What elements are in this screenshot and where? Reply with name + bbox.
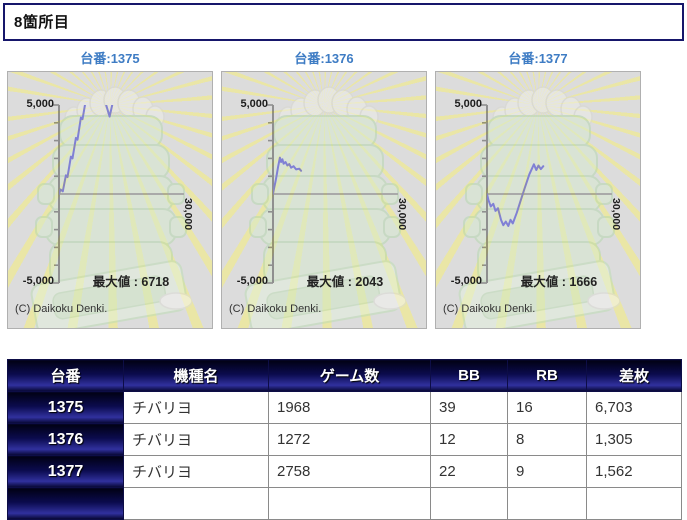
chart-title: 台番:1376 <box>294 51 354 66</box>
x-axis-max-label: 30,000 <box>182 198 194 231</box>
data-cell: 9 <box>507 455 587 488</box>
data-cell <box>507 487 587 520</box>
x-axis-max-label: 30,000 <box>396 198 408 231</box>
data-cell: 12 <box>430 423 508 456</box>
machine-number-cell: 1377 <box>7 455 124 488</box>
copyright-label: (C) Daikoku Denki. <box>15 303 108 315</box>
data-cell: 8 <box>507 423 587 456</box>
y-axis-min-label: -5,000 <box>236 275 268 287</box>
slot-machine-art <box>458 86 621 328</box>
chart-panel-1377: 台番:1377 5,000 -5,000 30,000 最大値 : 1666 (… <box>435 49 641 329</box>
data-cell: 39 <box>430 391 508 424</box>
data-cell: 1,305 <box>586 423 682 456</box>
table-row-partial <box>7 487 682 520</box>
slot-machine-art <box>244 86 407 328</box>
chart-title: 台番:1377 <box>508 51 568 66</box>
table-row: 1376 チバリヨ 1272 12 8 1,305 <box>7 423 682 456</box>
data-cell <box>123 487 269 520</box>
data-cell: 1968 <box>268 391 431 424</box>
max-value-label: 最大値 : 6718 <box>66 271 196 290</box>
column-header: ゲーム数 <box>268 359 431 392</box>
max-value-prefix: 最大値 : <box>92 275 138 289</box>
results-table-wrap: 台番 機種名 ゲーム数 BB RB 差枚 1375 チバリヨ 1968 39 16 6,703 137… <box>7 359 682 520</box>
data-cell <box>430 487 508 520</box>
table-header-row: 台番 機種名 ゲーム数 BB RB 差枚 <box>7 359 682 392</box>
slump-graph: 5,000 -5,000 30,000 最大値 : 1666 (C) Daiko… <box>435 71 641 329</box>
y-axis-max-label: 5,000 <box>26 98 54 110</box>
data-cell: 1,562 <box>586 455 682 488</box>
chart-panel-1376: 台番:1376 5,000 -5,000 30,000 最大値 : 2043 (… <box>221 49 427 329</box>
column-header: BB <box>430 359 508 392</box>
table-row: 1375 チバリヨ 1968 39 16 6,703 <box>7 391 682 424</box>
data-cell: 6,703 <box>586 391 682 424</box>
machine-number-cell: 1375 <box>7 391 124 424</box>
data-cell: チバリヨ <box>123 423 269 456</box>
data-cell: 16 <box>507 391 587 424</box>
table-row: 1377 チバリヨ 2758 22 9 1,562 <box>7 455 682 488</box>
column-header: RB <box>507 359 587 392</box>
column-header: 差枚 <box>586 359 682 392</box>
x-axis-max-label: 30,000 <box>610 198 622 231</box>
max-value-label: 最大値 : 2043 <box>280 271 410 290</box>
y-axis-min-label: -5,000 <box>22 275 54 287</box>
slump-line-series <box>59 105 114 195</box>
chart-title: 台番:1375 <box>80 51 140 66</box>
slump-graph-plot <box>30 86 193 328</box>
column-header: 機種名 <box>123 359 269 392</box>
slump-graph: 5,000 -5,000 30,000 最大値 : 2043 (C) Daiko… <box>221 71 427 329</box>
y-axis-max-label: 5,000 <box>240 98 268 110</box>
results-table: 台番 機種名 ゲーム数 BB RB 差枚 1375 チバリヨ 1968 39 16 6,703 137… <box>7 359 682 520</box>
y-axis-ticks <box>266 104 273 284</box>
slump-graph: 5,000 -5,000 30,000 最大値 : 6718 (C) Daiko… <box>7 71 213 329</box>
data-cell <box>586 487 682 520</box>
max-value-number: 1666 <box>569 275 598 289</box>
data-cell: 22 <box>430 455 508 488</box>
max-value-prefix: 最大値 : <box>306 275 352 289</box>
slump-line-series <box>487 163 545 227</box>
max-value-label: 最大値 : 1666 <box>494 271 624 290</box>
slump-graph-plot <box>244 86 407 328</box>
y-axis-max-label: 5,000 <box>454 98 482 110</box>
copyright-label: (C) Daikoku Denki. <box>443 303 536 315</box>
charts-row: 台番:1375 5,000 -5,000 30,000 最大値 : 6718 (… <box>7 49 687 329</box>
copyright-label: (C) Daikoku Denki. <box>229 303 322 315</box>
machine-number-cell: 1376 <box>7 423 124 456</box>
slot-machine-art <box>30 86 193 328</box>
data-cell: チバリヨ <box>123 455 269 488</box>
data-cell <box>268 487 431 520</box>
page-title: 8箇所目 <box>3 3 684 41</box>
column-header: 台番 <box>7 359 124 392</box>
max-value-number: 2043 <box>355 275 384 289</box>
data-cell: 1272 <box>268 423 431 456</box>
max-value-prefix: 最大値 : <box>520 275 566 289</box>
y-axis-min-label: -5,000 <box>450 275 482 287</box>
max-value-number: 6718 <box>141 275 170 289</box>
slump-line-series <box>273 156 303 195</box>
machine-number-cell <box>7 487 124 520</box>
data-cell: 2758 <box>268 455 431 488</box>
chart-panel-1375: 台番:1375 5,000 -5,000 30,000 最大値 : 6718 (… <box>7 49 213 329</box>
data-cell: チバリヨ <box>123 391 269 424</box>
slump-graph-plot <box>458 86 621 328</box>
